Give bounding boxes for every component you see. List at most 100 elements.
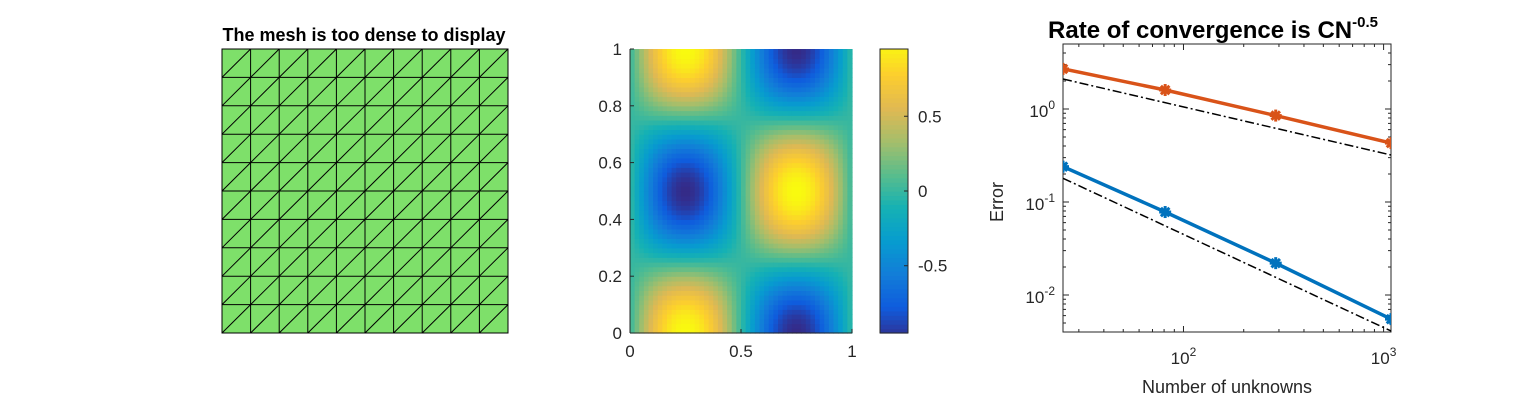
heatmap-cell [810,285,816,291]
heatmap-cell [653,167,659,173]
heatmap-cell [782,285,788,291]
heatmap-cell [805,172,811,178]
heatmap-cell [750,162,756,168]
heatmap-cell [685,252,691,258]
heatmap-cell [754,243,761,249]
heatmap-cell [778,77,784,83]
mesh-diagonal-line [221,275,251,305]
heatmap-cell [805,138,811,145]
heatmap-cell [671,314,677,320]
heatmap-cell [833,209,839,216]
heatmap-cell [801,191,807,197]
heatmap-cell [639,328,645,334]
mesh-diagonal-line [250,275,280,305]
heatmap-cell [773,67,779,74]
heatmap-cell [745,224,751,230]
heatmap-cell [768,243,774,249]
heatmap-cell [782,129,788,135]
heatmap-cell [805,299,811,306]
heatmap-cell [773,110,779,116]
heatmap-cell [662,53,668,60]
heatmap-cell [810,148,816,154]
heatmap-cell [648,276,654,282]
heatmap-cell [778,304,784,310]
heatmap-cell [764,105,770,112]
heatmap-cell [643,318,650,325]
heatmap-cell [745,186,751,192]
heatmap-cell [634,91,640,97]
heatmap-cell [643,105,650,112]
heatmap-cell [745,243,751,249]
heatmap-cell [773,153,779,159]
heatmap-cell [727,257,733,263]
heatmap-cell [731,271,737,277]
heatmap-cell [824,209,830,216]
heatmap-cell [653,328,659,334]
heatmap-cell [815,115,821,121]
heatmap-cell [676,247,682,254]
heatmap-cell [750,77,756,83]
heatmap-cell [667,105,673,112]
heatmap-cell [764,299,770,306]
heatmap-cell [741,280,747,287]
mesh-diagonal-line [479,219,509,249]
heatmap-cell [791,285,798,291]
heatmap-cell [819,134,825,140]
heatmap-cell [810,195,816,202]
heatmap-cell [815,271,821,277]
heatmap-cell [634,243,640,249]
heatmap-cell [819,115,825,121]
heatmap-cell [828,209,835,216]
mesh-diagonal-line [278,219,309,249]
heatmap-cell [653,295,659,301]
mesh-diagonal-line [221,219,251,249]
heatmap-cell [722,157,728,164]
heatmap-cell [741,172,747,178]
heatmap-cell [722,309,728,315]
heatmap-cell [680,233,687,239]
heatmap-cell [787,195,793,202]
heatmap-cell [690,49,696,55]
heatmap-cell [685,129,691,135]
heatmap-cell [643,304,650,310]
heatmap-cell [690,285,696,291]
heatmap-cell [801,167,807,173]
heatmap-cell [727,134,733,140]
heatmap-cell [713,295,719,301]
colorbar-segment [880,266,908,272]
colorbar-segment [880,288,908,294]
heatmap-cell [842,82,848,88]
heatmap-cell [768,72,774,78]
heatmap-cell [671,181,677,187]
heatmap-cell [791,105,798,112]
mesh-diagonal-line [393,77,423,107]
heatmap-cell [727,271,733,277]
heatmap-cell [768,262,774,268]
heatmap-cell [759,77,765,83]
heatmap-cell [801,120,807,126]
heatmap-cell [630,157,636,164]
heatmap-cell [704,252,710,258]
heatmap-cell [704,233,710,239]
heatmap-cell [736,309,742,315]
heatmap-cell [768,91,774,97]
heatmap-cell [801,96,807,102]
heatmap-cell [727,96,733,102]
heatmap-cell [662,58,668,64]
heatmap-cell [750,49,756,55]
heatmap-cell [722,280,728,287]
heatmap-cell [662,328,668,334]
heatmap-cell [704,129,710,135]
heatmap-cell [764,67,770,74]
heatmap-cell [713,96,719,102]
heatmap-cell [653,138,659,145]
heatmap-cell [634,266,640,273]
heatmap-cell [722,205,728,211]
heatmap-cell [708,138,714,145]
heatmap-cell [731,219,737,225]
heatmap-cell [639,252,645,258]
heatmap-cell [754,67,761,74]
heatmap-cell [704,191,710,197]
heatmap-cell [634,148,640,154]
heatmap-cell [842,304,848,310]
